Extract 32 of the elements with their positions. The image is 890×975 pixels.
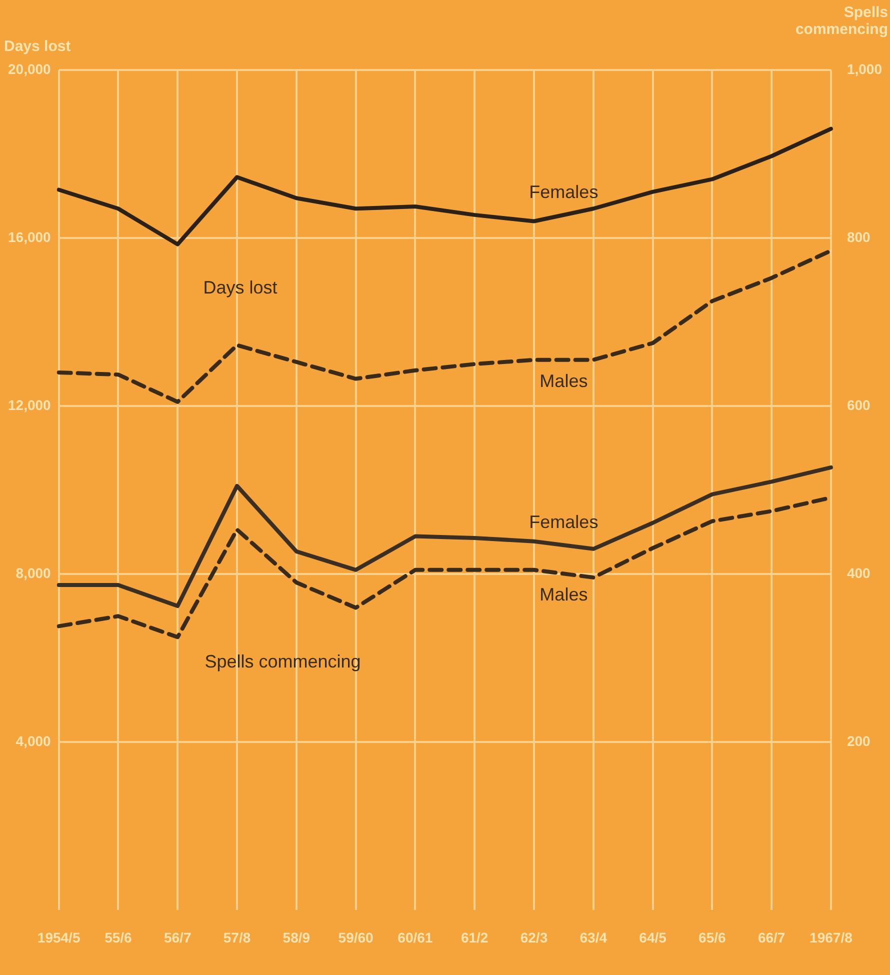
x-tick-label: 59/60 (338, 929, 374, 946)
y2-tick-label: 200 (846, 733, 871, 750)
x-tick-label: 56/7 (164, 929, 192, 946)
x-tick-label: 62/3 (520, 929, 548, 946)
x-tick-label: 55/6 (104, 929, 132, 946)
series-label: Females (529, 182, 598, 202)
y-tick-label: 8,000 (16, 564, 52, 581)
y-tick-label: 16,000 (8, 228, 52, 245)
series-label: Females (529, 512, 598, 532)
y-tick-label: 4,000 (16, 733, 52, 750)
x-tick-label: 61/2 (460, 929, 488, 946)
x-tick-label: 1967/8 (810, 929, 853, 946)
y2-axis-title: Spells commencing (794, 4, 888, 38)
x-tick-label: 1954/5 (37, 929, 80, 946)
y2-tick-label: 400 (846, 564, 871, 581)
series-label: Males (540, 370, 588, 391)
y-axis-title: Days lost (4, 38, 71, 55)
x-tick-label: 63/4 (580, 929, 608, 946)
x-tick-label: 66/7 (758, 929, 786, 946)
y2-tick-label: 1,000 (846, 60, 882, 77)
annotation: Spells commencing (204, 651, 361, 672)
x-tick-label: 65/6 (698, 929, 726, 946)
annotation: Days lost (203, 277, 278, 298)
y-tick-label: 20,000 (8, 60, 52, 77)
series-label: Males (540, 584, 588, 605)
y2-tick-label: 600 (846, 396, 871, 413)
x-tick-label: 60/61 (398, 929, 433, 946)
x-tick-label: 57/8 (223, 929, 251, 946)
y-tick-label: 12,000 (8, 396, 52, 413)
y2-tick-label: 800 (846, 228, 871, 245)
x-tick-label: 58/9 (282, 929, 310, 946)
x-tick-label: 64/5 (639, 929, 667, 946)
